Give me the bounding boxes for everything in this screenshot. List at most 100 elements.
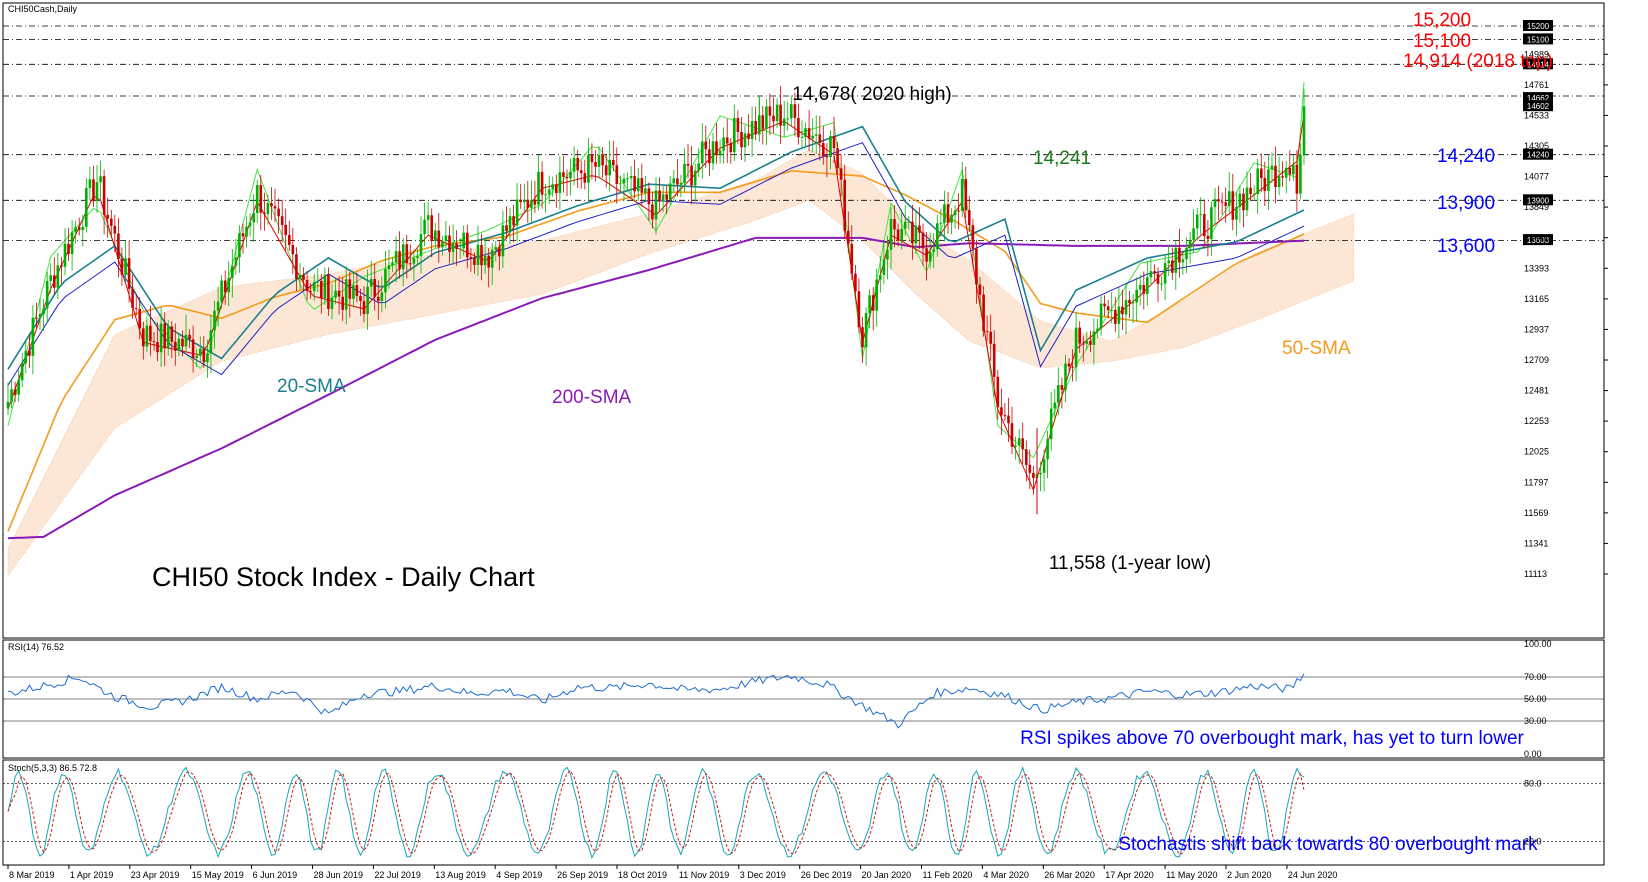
candle — [288, 220, 291, 251]
candle-body — [1188, 240, 1192, 249]
candle — [234, 238, 238, 275]
candle — [587, 137, 590, 202]
candle-body — [1206, 236, 1210, 239]
candle — [790, 95, 793, 128]
candle-body — [223, 280, 227, 293]
x-tick-label: 3 Dec 2019 — [740, 870, 786, 880]
candle — [102, 169, 106, 235]
candle — [245, 216, 248, 248]
candle — [35, 302, 38, 329]
candle-body — [501, 225, 505, 257]
candle — [893, 205, 896, 248]
candle — [1046, 430, 1049, 479]
candle — [223, 270, 227, 305]
candle — [1299, 143, 1302, 200]
candle — [683, 147, 686, 193]
candle — [444, 220, 448, 249]
candle — [1092, 318, 1096, 365]
candle — [508, 208, 512, 244]
candle-body — [206, 353, 209, 363]
candle-body — [42, 308, 45, 315]
candle — [166, 319, 170, 356]
candle-body — [355, 285, 359, 296]
candle-body — [640, 178, 644, 193]
candle-body — [416, 256, 419, 259]
candle-body — [1203, 214, 1206, 237]
candle-body — [362, 301, 366, 314]
candle-body — [818, 134, 822, 143]
candle — [1138, 274, 1142, 306]
candle-body — [565, 176, 569, 179]
candle-body — [1267, 169, 1270, 191]
y-tick-label: 12709 — [1524, 355, 1549, 365]
candle-body — [736, 118, 740, 132]
candle-body — [473, 257, 476, 265]
candle — [1074, 311, 1078, 382]
candle-body — [127, 258, 131, 289]
candle — [1181, 253, 1185, 275]
candle — [953, 205, 957, 229]
annotation-13900: 13,900 — [1437, 193, 1495, 214]
candle — [241, 223, 245, 254]
candle-body — [932, 249, 935, 252]
candle — [936, 214, 939, 257]
stoch-k-line — [7, 766, 1305, 860]
candle-body — [1003, 415, 1007, 417]
candle — [594, 150, 597, 182]
candle-body — [647, 188, 651, 205]
candle-body — [733, 118, 736, 153]
candle-body — [1124, 300, 1128, 315]
candle — [316, 268, 320, 293]
price-tag-text: 15100 — [1527, 35, 1550, 44]
candle-body — [234, 257, 238, 266]
candle — [839, 154, 843, 197]
candle-body — [1074, 327, 1078, 368]
x-tick-label: 11 Nov 2019 — [679, 870, 729, 880]
candle-body — [1021, 438, 1024, 450]
candle-body — [836, 148, 839, 169]
candle-body — [1263, 178, 1267, 191]
candle-body — [45, 281, 49, 309]
candle — [743, 125, 747, 163]
label-20-sma: 20-SMA — [277, 376, 346, 397]
candle — [569, 158, 572, 196]
candle-body — [10, 389, 13, 402]
candle — [263, 192, 266, 231]
rsi-tick-label: 50.00 — [1524, 694, 1547, 704]
candle — [868, 289, 871, 329]
candle-body — [676, 178, 679, 185]
candle — [1199, 197, 1202, 235]
candle — [366, 269, 369, 330]
candle-body — [191, 339, 195, 359]
x-tick-label: 26 Mar 2020 — [1044, 870, 1095, 880]
candle-body — [156, 342, 159, 353]
candle — [45, 271, 49, 323]
main-panel-frame — [2, 2, 1605, 639]
price-tag-box — [1523, 33, 1553, 45]
candle — [1049, 391, 1053, 451]
price-tag-text: 13603 — [1527, 236, 1550, 245]
y-tick-label: 14989 — [1524, 49, 1549, 59]
x-tick-label: 2 Jun 2020 — [1227, 870, 1272, 880]
candle-body — [437, 230, 441, 248]
candle — [626, 172, 629, 191]
candle — [327, 267, 330, 316]
candle-body — [35, 317, 38, 319]
candle-body — [914, 225, 918, 244]
candle — [191, 325, 195, 373]
candle — [900, 209, 903, 250]
candle — [1067, 358, 1071, 375]
candle — [861, 316, 864, 363]
y-tick-label: 12025 — [1524, 447, 1549, 457]
x-tick-label: 1 Apr 2019 — [70, 870, 114, 880]
candle-body — [1053, 402, 1057, 409]
candle-body — [807, 128, 811, 139]
candle-body — [540, 171, 544, 195]
price-tag-text: 14662 — [1527, 94, 1550, 103]
candle-body — [992, 343, 996, 377]
candle — [1252, 185, 1256, 202]
candle-body — [220, 280, 223, 302]
candle-body — [1235, 206, 1238, 220]
candle — [63, 228, 67, 276]
candle — [772, 97, 775, 133]
